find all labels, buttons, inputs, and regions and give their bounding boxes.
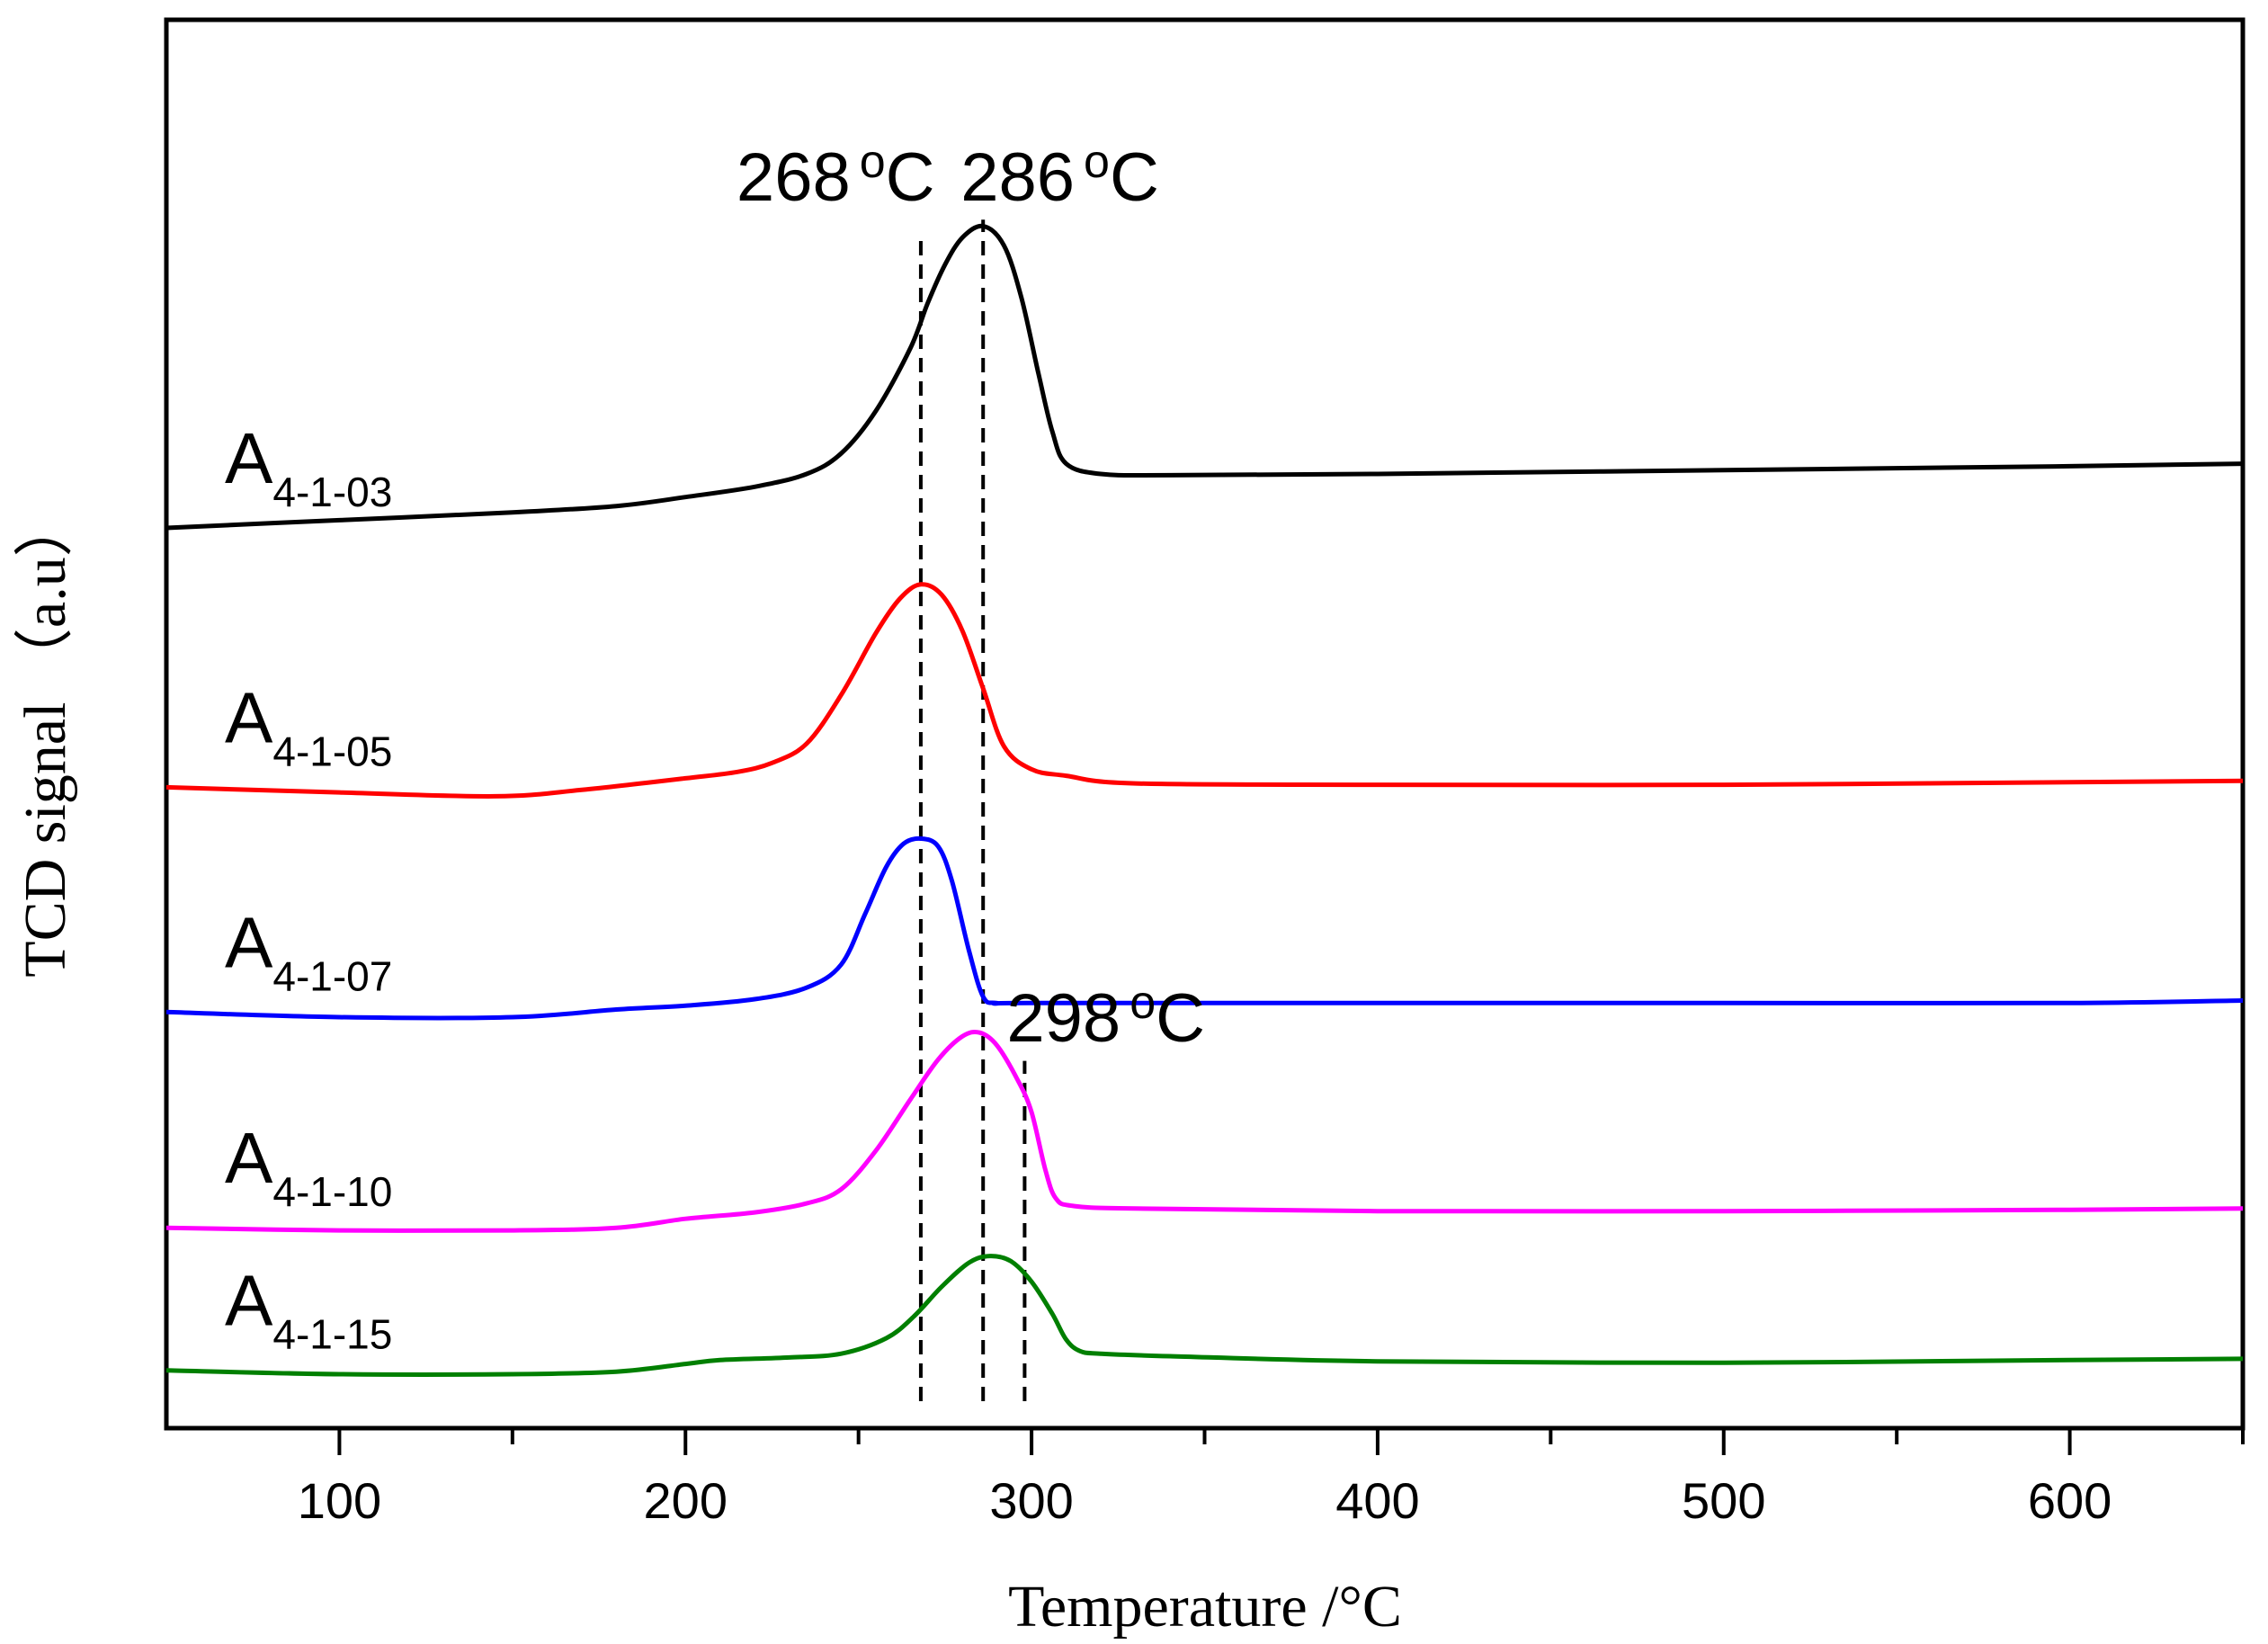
series-label-a4-1-15: A4-1-15: [225, 1261, 392, 1358]
series-lines: [165, 223, 2244, 1377]
peak-label-286: 286 oC: [960, 136, 1159, 216]
x-tick-label: 400: [1335, 1472, 1419, 1529]
series-line-a4-1-15: [165, 1254, 2244, 1377]
plot-border: [164, 17, 2246, 1431]
series-label-a4-1-07: A4-1-07: [225, 902, 392, 999]
x-tick-label: 500: [1682, 1472, 1765, 1529]
series-line-a4-1-07: [165, 835, 2244, 1021]
series-label-a4-1-03: A4-1-03: [225, 418, 392, 515]
y-axis-title: TCD signal （a.u）: [13, 497, 78, 977]
peak-label-298: 298 oC: [1006, 977, 1205, 1057]
x-tick-label: 100: [298, 1472, 381, 1529]
plot-frame: [164, 17, 2246, 1431]
x-axis-title: Temperature /°C: [1008, 1574, 1402, 1640]
x-tick-label: 600: [2028, 1472, 2112, 1529]
series-labels: A4-1-03 A4-1-05 A4-1-07 A4-1-10 A4-1-15: [225, 418, 392, 1358]
series-line-a4-1-03: [165, 223, 2244, 531]
series-label-a4-1-10: A4-1-10: [225, 1118, 392, 1215]
series-line-a4-1-05: [165, 582, 2244, 799]
peak-label-268: 268 oC: [737, 136, 935, 216]
series-label-a4-1-05: A4-1-05: [225, 677, 392, 774]
x-tick-label: 200: [644, 1472, 728, 1529]
peak-annotations: 268 oC 286 oC 298 oC: [737, 136, 1205, 1057]
series-line-a4-1-10: [165, 1029, 2244, 1233]
x-axis: 100 200 300 400 500 600: [298, 1428, 2245, 1529]
reference-lines: [918, 219, 1027, 1401]
x-tick-label: 300: [989, 1472, 1073, 1529]
